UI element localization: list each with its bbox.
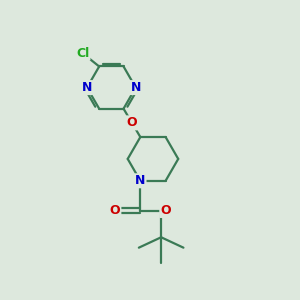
- Text: Cl: Cl: [76, 46, 89, 60]
- Text: N: N: [82, 81, 92, 94]
- Text: N: N: [135, 174, 146, 187]
- Text: N: N: [130, 81, 141, 94]
- Text: O: O: [110, 204, 120, 217]
- Text: O: O: [127, 116, 137, 129]
- Text: O: O: [160, 204, 171, 217]
